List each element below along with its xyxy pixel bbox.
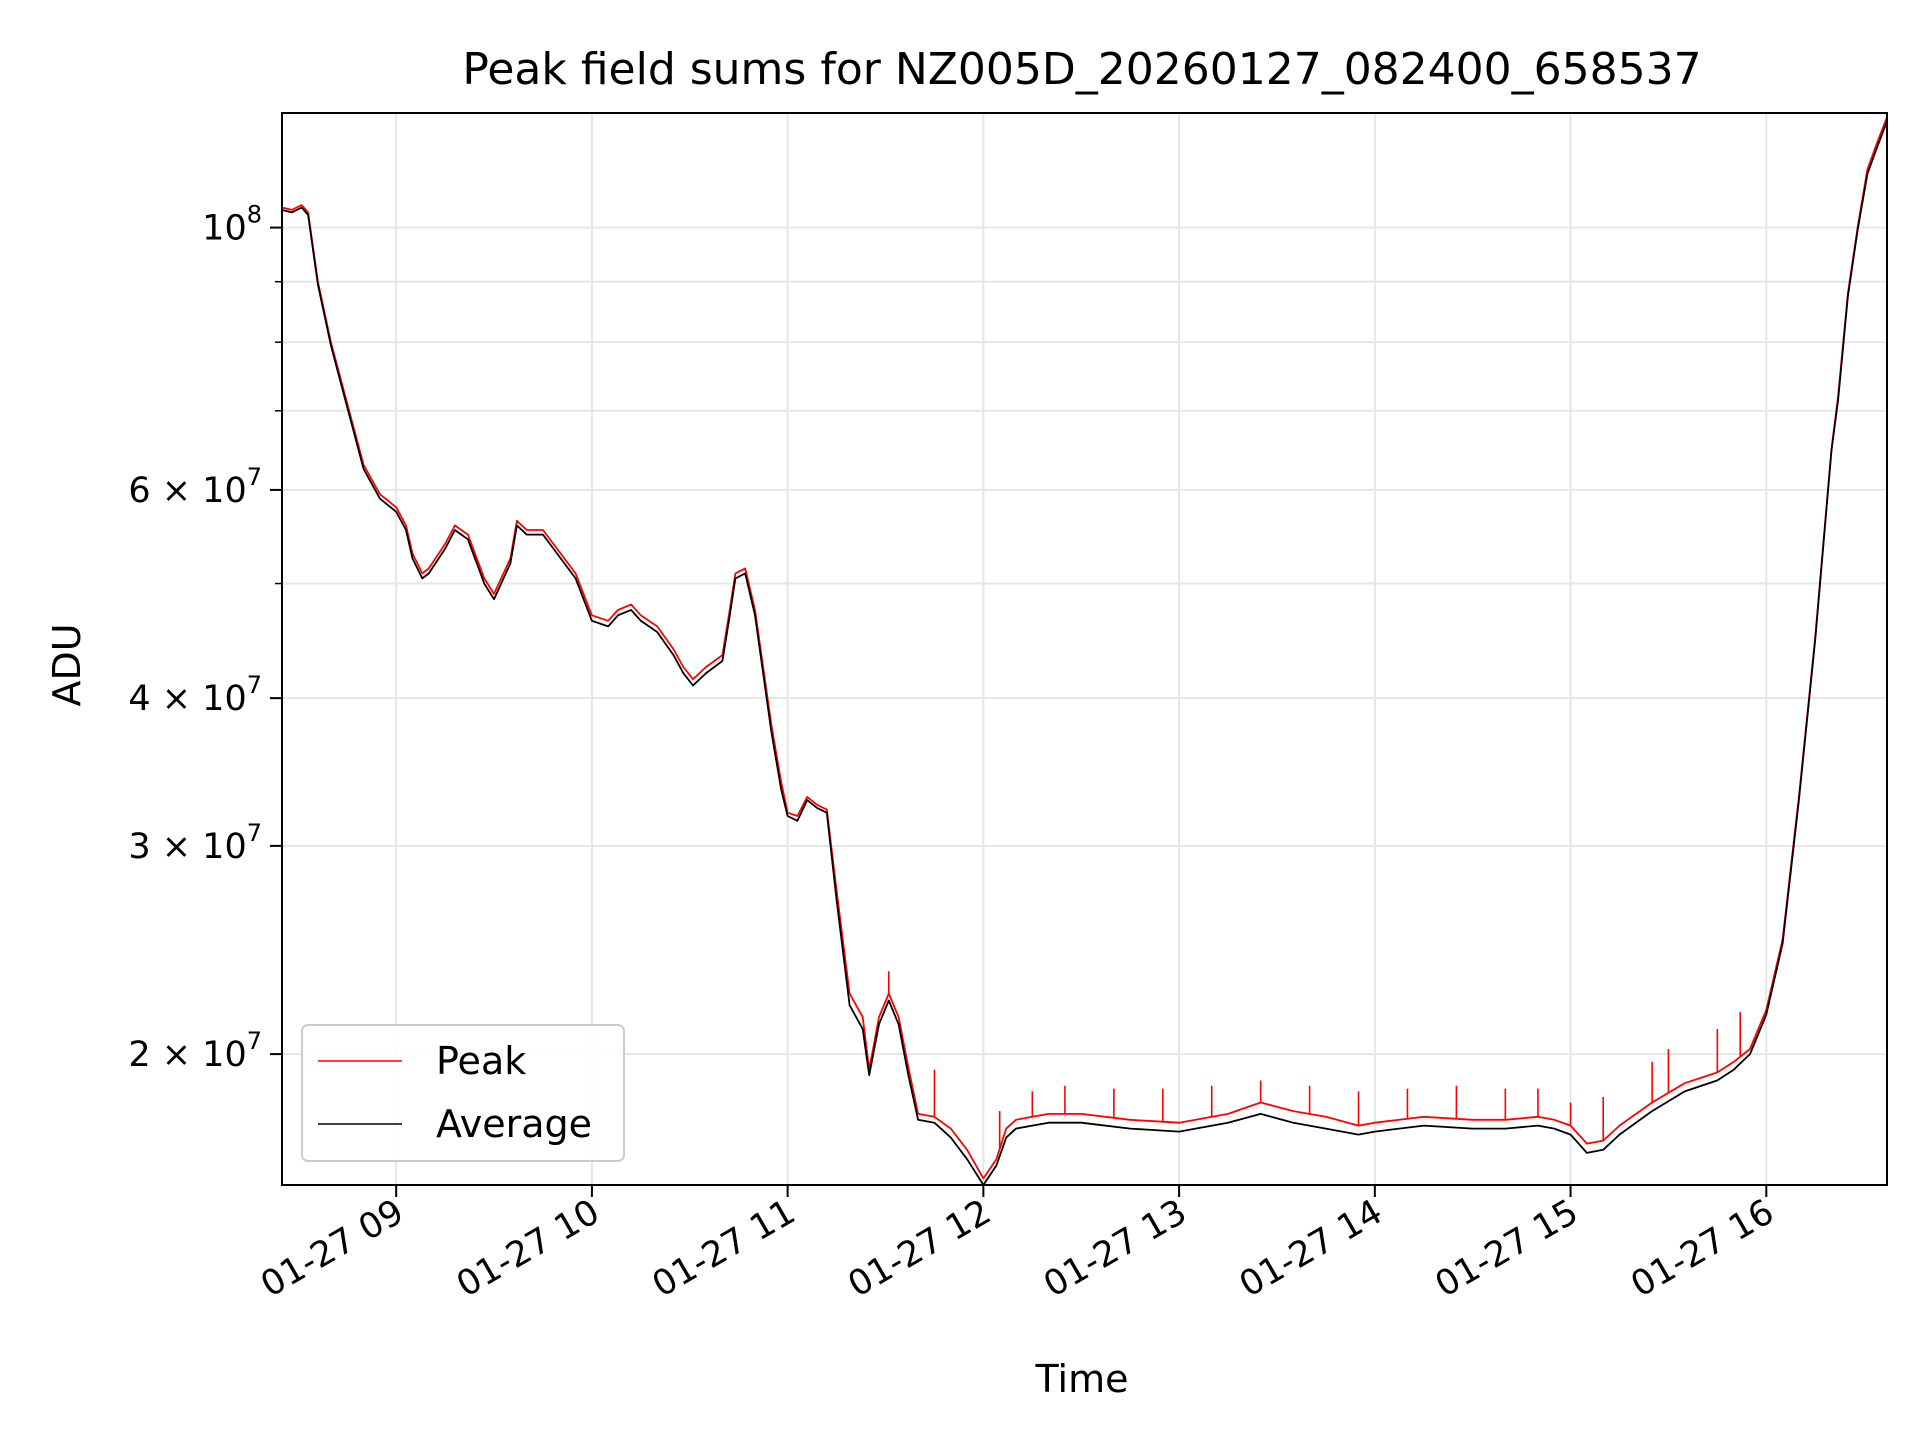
y-tick-mantissa: 2 [128, 1035, 150, 1075]
y-tick-label: 3 × 107 [128, 819, 262, 867]
y-tick-exponent: 7 [247, 671, 262, 699]
x-axis-label: Time [1035, 1357, 1129, 1401]
legend-box [301, 1024, 625, 1162]
y-tick-mantissa: 6 [128, 471, 150, 511]
y-tick-operator: × 10 [151, 1035, 247, 1075]
y-tick-operator: × 10 [151, 679, 247, 719]
y-tick-operator: × 10 [151, 827, 247, 867]
y-tick-exponent: 7 [247, 463, 262, 491]
y-tick-label: 4 × 107 [128, 671, 262, 719]
chart-title: Peak field sums for NZ005D_20260127_0824… [462, 44, 1701, 95]
y-tick-operator: × 10 [151, 471, 247, 511]
series-line-average [281, 120, 1888, 1186]
legend: Peak Average [301, 1024, 625, 1162]
legend-label-peak: Peak [436, 1039, 526, 1083]
y-tick-label: 6 × 107 [128, 463, 262, 511]
y-tick-base: 10 [202, 209, 247, 249]
y-tick-exponent: 7 [247, 1027, 262, 1055]
y-axis-label: ADU [45, 623, 89, 706]
series-line-peak [281, 116, 1888, 1180]
legend-label-average: Average [436, 1102, 592, 1146]
y-tick-mantissa: 4 [128, 679, 150, 719]
y-tick-label: 2 × 107 [128, 1027, 262, 1075]
series-layer [281, 116, 1888, 1186]
y-tick-mantissa: 3 [128, 827, 150, 867]
plot-frame [281, 112, 1888, 1186]
y-tick-exponent: 7 [247, 819, 262, 847]
y-tick-exponent: 8 [247, 201, 262, 229]
y-tick-label: 108 [202, 201, 262, 249]
